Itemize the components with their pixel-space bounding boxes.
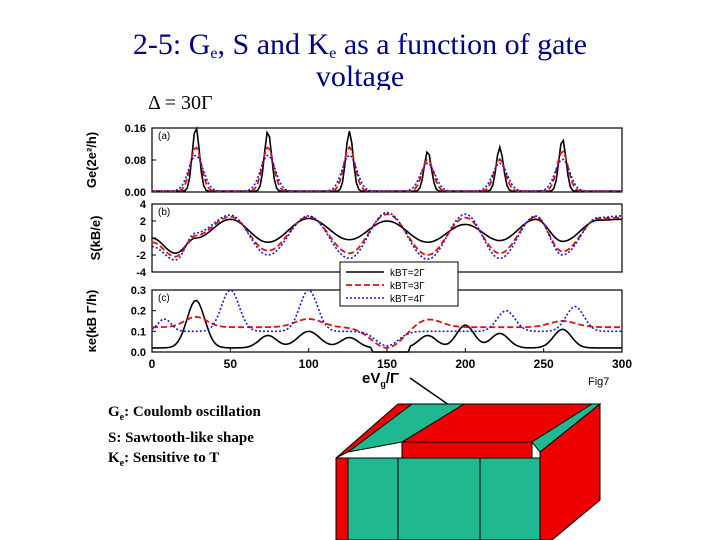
- left-wall-top: [335, 403, 414, 459]
- gate-front: [401, 441, 533, 459]
- slide-title: 2-5: Ge, S and Ke as a function of gate: [132, 28, 588, 62]
- series-line-kBT=3Γ: [152, 145, 622, 193]
- series-line-kBT=3Γ: [152, 315, 622, 349]
- delta-label: Δ = 30Γ: [148, 92, 213, 114]
- x-tick-label: 250: [534, 357, 554, 371]
- legend-entry: kBT=2Γ: [390, 268, 425, 279]
- y-tick-label: 0.3: [131, 285, 146, 297]
- y-tick-label: 0.1: [131, 326, 146, 338]
- x-tick-label: 300: [612, 357, 632, 371]
- series-line-kBT=3Γ: [151, 213, 622, 258]
- panel-label: (a): [158, 131, 170, 142]
- y-axis-label: κe(kB Γ/h): [84, 290, 99, 353]
- y-tick-label: -4: [136, 267, 147, 279]
- y-tick-label: -2: [136, 250, 146, 262]
- y-tick-label: 0.08: [125, 155, 146, 167]
- x-tick-label: 50: [224, 357, 238, 371]
- legend-entry: kBT=3Γ: [390, 281, 425, 292]
- x-tick-label: 200: [455, 357, 475, 371]
- panel-label: (b): [158, 207, 170, 218]
- note-ke: Ke: Sensitive to T: [108, 450, 220, 469]
- left-wall-front: [335, 457, 349, 540]
- right-wall: [539, 402, 601, 540]
- x-tick-label: 150: [377, 357, 397, 371]
- note-s: S: Sawtooth-like shape: [108, 430, 254, 446]
- slide-title-line2: voltage: [315, 60, 405, 90]
- y-axis-label: S(kB/e): [88, 216, 103, 261]
- y-tick-label: 0.16: [125, 123, 146, 135]
- notes-list: Ge: Coulomb oscillation S: Sawtooth-like…: [108, 402, 261, 474]
- fig-label: Fig7: [588, 376, 610, 388]
- y-tick-label: 0.00: [125, 187, 146, 199]
- legend-entry: kBT=4Γ: [390, 294, 425, 305]
- y-tick-label: 0.0: [131, 347, 146, 359]
- panel-label: (c): [158, 293, 170, 304]
- note-ge: Ge: Coulomb oscillation: [108, 404, 261, 423]
- x-tick-label: 0: [149, 357, 156, 371]
- front-face: [347, 457, 541, 540]
- y-tick-label: 4: [140, 199, 147, 211]
- y-tick-label: 2: [140, 216, 146, 228]
- y-tick-label: 0: [140, 233, 146, 245]
- series-line-kBT=4Γ: [151, 211, 622, 261]
- series-line-kBT=4Γ: [151, 289, 622, 347]
- x-axis-label: eVg/Γ: [362, 370, 400, 389]
- x-tick-label: 100: [299, 357, 319, 371]
- y-axis-label: Ge(2e²/h): [84, 132, 99, 188]
- y-tick-label: 0.2: [131, 306, 146, 318]
